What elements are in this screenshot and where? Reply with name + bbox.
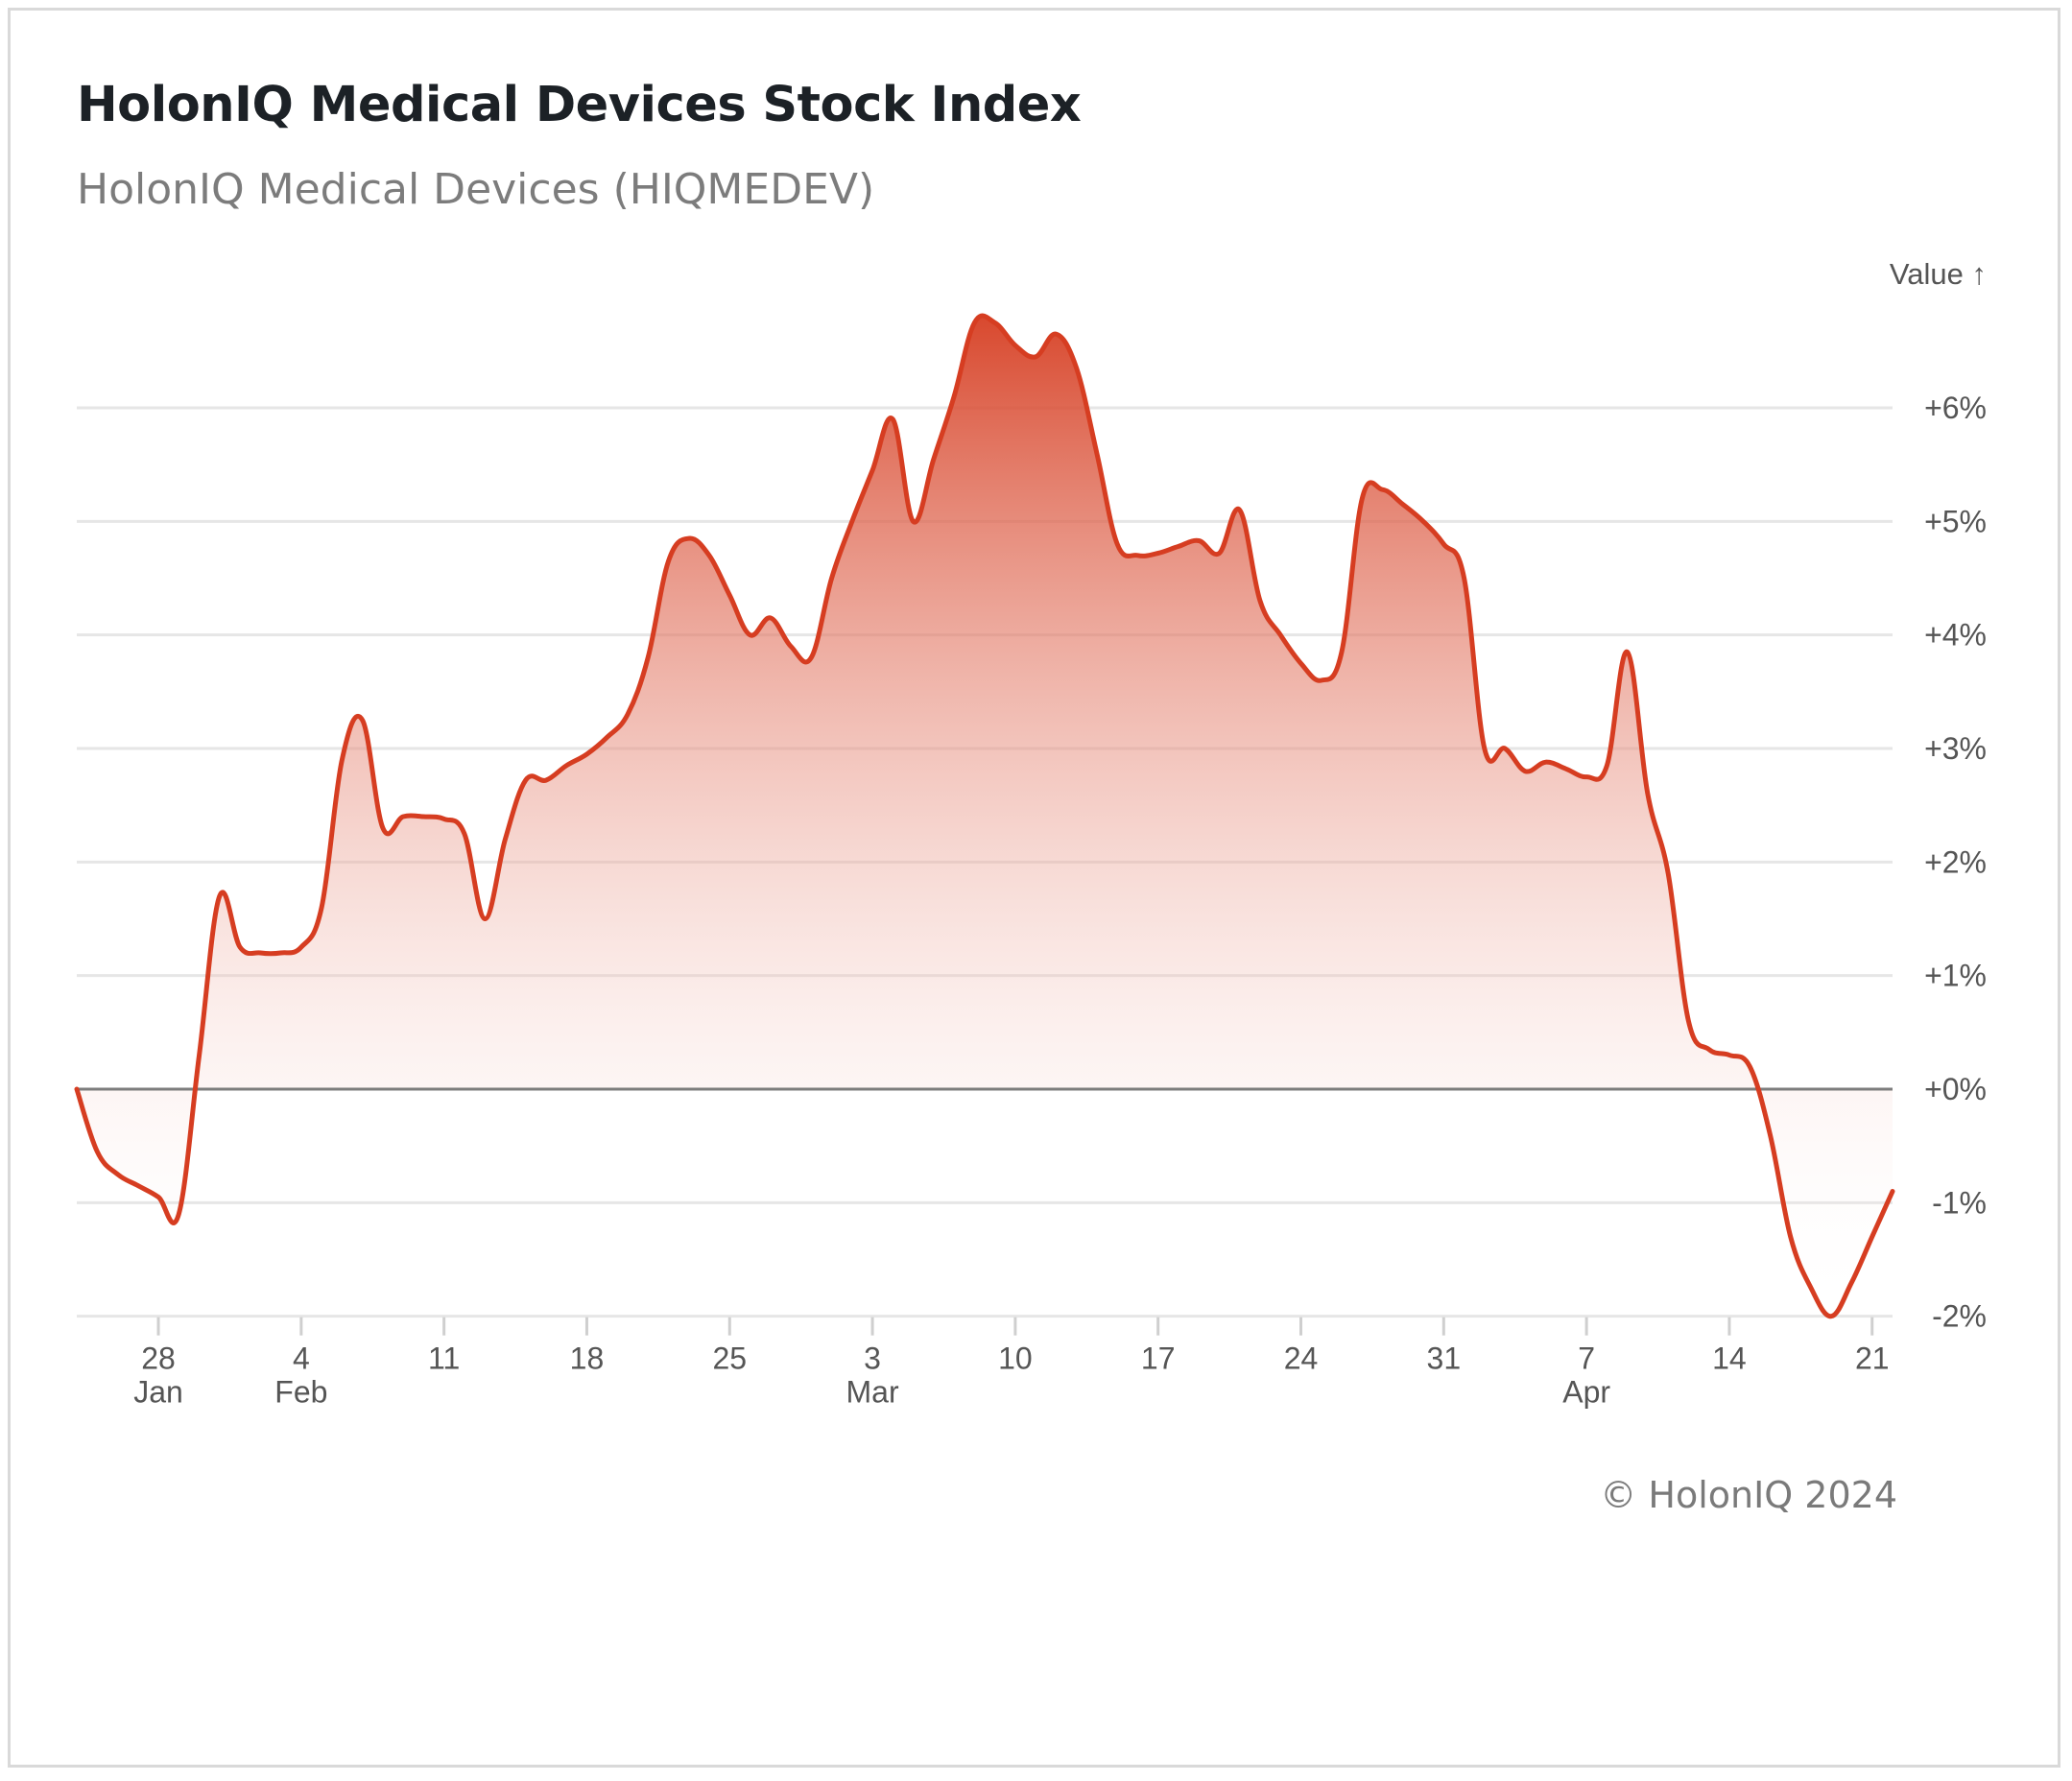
x-tick-month-label: Mar: [846, 1375, 899, 1410]
series-area-fill: [77, 316, 1893, 1317]
chart-subtitle: HolonIQ Medical Devices (HIQMEDEV): [77, 165, 875, 214]
x-tick-day-label: 28: [141, 1342, 176, 1376]
x-tick-day-label: 21: [1855, 1342, 1890, 1376]
x-tick-day-label: 3: [864, 1342, 881, 1376]
y-tick-label: -1%: [1932, 1185, 1987, 1220]
series-line: [74, 313, 1895, 1319]
y-tick-label: +6%: [1924, 391, 1987, 425]
x-tick-day-label: 17: [1141, 1342, 1176, 1376]
x-tick-day-label: 25: [712, 1342, 747, 1376]
x-tick-day-label: 18: [570, 1342, 605, 1376]
x-tick-month-label: Feb: [274, 1375, 327, 1410]
y-axis-labels: -2% -1% +0% +1% +2% +3% +4% +5% +6%: [1924, 391, 1987, 1334]
x-tick-day-label: 10: [998, 1342, 1033, 1376]
x-tick-day-label: 7: [1578, 1342, 1595, 1376]
x-tick-month-label: Jan: [133, 1375, 183, 1410]
y-tick-label: +0%: [1924, 1072, 1987, 1106]
copyright-note: © HolonIQ 2024: [1600, 1474, 1897, 1516]
chart-title: HolonIQ Medical Devices Stock Index: [77, 77, 1082, 133]
x-tick-day-label: 4: [293, 1342, 310, 1376]
x-tick-day-label: 31: [1427, 1342, 1462, 1376]
series-area: [77, 316, 1893, 1317]
y-tick-label: -2%: [1932, 1299, 1987, 1334]
y-tick-label: +2%: [1924, 844, 1987, 879]
y-tick-label: +4%: [1924, 618, 1987, 653]
y-tick-label: +5%: [1924, 504, 1987, 538]
x-tick-month-label: Apr: [1562, 1375, 1610, 1410]
x-tick-day-label: 24: [1284, 1342, 1319, 1376]
series-line-group: [74, 313, 1895, 1319]
y-tick-label: +1%: [1924, 959, 1987, 993]
x-tick-day-label: 14: [1712, 1342, 1747, 1376]
x-tick-day-label: 11: [428, 1342, 460, 1376]
y-tick-label: +3%: [1924, 731, 1987, 766]
y-axis-title: Value ↑: [1890, 257, 1987, 291]
